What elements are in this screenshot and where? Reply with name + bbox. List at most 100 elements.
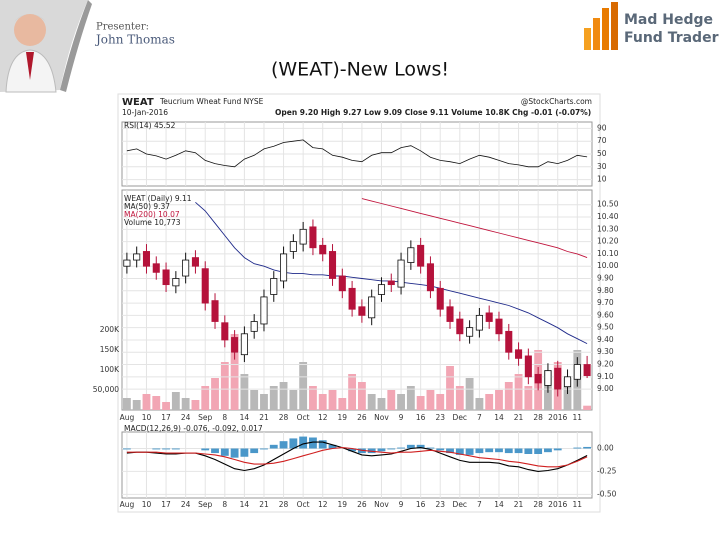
y-tick-label: 150K — [100, 345, 120, 354]
histogram-bar — [397, 447, 405, 449]
presenter-label: Presenter: — [96, 22, 149, 33]
histogram-bar — [553, 448, 562, 451]
volume-bar — [181, 398, 190, 410]
candle-body — [573, 364, 581, 380]
histogram-bar — [240, 448, 249, 457]
histogram-bar — [201, 448, 210, 451]
candle-body — [456, 318, 464, 335]
presenter-photo — [0, 0, 92, 93]
volume-bar — [338, 398, 347, 410]
candle-body — [544, 370, 552, 386]
x-tick-label: 23 — [435, 500, 445, 509]
x-tick-label: Dec — [453, 500, 468, 509]
slide-title: (WEAT)-New Lows! — [271, 59, 449, 81]
histogram-bar — [250, 448, 259, 454]
x-tick-label: 14 — [494, 413, 504, 422]
histogram-bar — [544, 448, 552, 453]
panel — [121, 189, 593, 411]
y-tick-label: -0.50 — [597, 489, 617, 498]
x-tick-label: 21 — [259, 413, 269, 422]
histogram-bar — [122, 448, 131, 450]
x-tick-label: 24 — [181, 413, 191, 422]
y-tick-label: 50,000 — [93, 385, 119, 394]
candle-body — [260, 296, 268, 325]
volume-bar — [328, 390, 337, 410]
y-tick-label: 9.50 — [597, 323, 614, 332]
x-tick-label: 14 — [494, 500, 504, 509]
histogram-bar — [269, 444, 278, 449]
candle-body — [563, 376, 572, 388]
histogram-bar — [289, 438, 298, 449]
x-tick-label: Nov — [374, 500, 389, 509]
volume-bar — [446, 366, 454, 410]
x-tick-label: 7 — [477, 413, 482, 422]
histogram-bar — [299, 436, 308, 449]
candle-body — [338, 275, 346, 292]
x-tick-label: 21 — [514, 413, 524, 422]
x-tick-label: 21 — [259, 500, 269, 509]
histogram-bar — [504, 448, 513, 454]
x-tick-label: 7 — [477, 500, 482, 509]
x-tick-label: 11 — [573, 500, 583, 509]
y-tick-label: -0.25 — [597, 466, 617, 475]
chart-date: 10-Jan-2016 — [122, 108, 168, 117]
volume-bar — [436, 394, 445, 410]
y-tick-label: 200K — [100, 325, 120, 334]
candle-body — [407, 247, 415, 263]
x-tick-label: 24 — [181, 500, 191, 509]
histogram-bar — [279, 441, 288, 449]
x-tick-label: 19 — [338, 413, 348, 422]
candle-body — [231, 337, 239, 353]
y-tick-label: 90 — [597, 123, 607, 132]
histogram-bar — [230, 448, 239, 458]
legend-entry: Volume 10,773 — [124, 218, 181, 227]
volume-bar — [348, 374, 357, 410]
candle-body — [250, 321, 258, 332]
chart-quote: Open 9.20 High 9.27 Low 9.09 Close 9.11 … — [275, 108, 591, 117]
histogram-bar — [416, 444, 425, 449]
candle-body — [142, 251, 151, 267]
x-tick-label: Sep — [198, 500, 212, 509]
candle-body — [211, 300, 219, 322]
macd-legend: MACD(12,26,9) -0.076, -0.092, 0.017 — [124, 424, 263, 433]
histogram-bar — [534, 448, 543, 454]
volume-bar — [171, 392, 180, 410]
candle-body — [397, 259, 405, 288]
candle-body — [495, 318, 503, 335]
y-tick-label: 70 — [597, 136, 607, 145]
volume-bar — [211, 378, 219, 410]
histogram-bar — [377, 448, 386, 452]
volume-bar — [309, 386, 317, 410]
histogram-bar — [318, 440, 327, 449]
x-tick-label: 26 — [357, 500, 367, 509]
candle-body — [133, 253, 141, 261]
candle-body — [436, 287, 444, 310]
candle-body — [485, 312, 493, 322]
stock-chart: Aug Aug 10 10 17 17 24 24 Sep Sep 8 8 14 14 21 21 28 28 Oc… — [93, 93, 619, 513]
volume-bar — [240, 374, 249, 410]
histogram-bar — [436, 448, 445, 451]
y-tick-label: 10.00 — [597, 261, 619, 270]
histogram-bar — [406, 444, 415, 449]
x-tick-label: Sep — [198, 413, 212, 422]
volume-bar — [504, 382, 513, 410]
volume-bar — [162, 402, 170, 410]
presenter-name: John Thomas — [94, 33, 175, 47]
histogram-bar — [475, 448, 484, 454]
legend-entry: MA(50) 9.37 — [124, 202, 170, 211]
y-tick-label: 0.00 — [597, 444, 614, 453]
volume-bar — [495, 390, 503, 410]
logo-line1: Mad Hedge — [624, 12, 713, 28]
histogram-bar — [260, 448, 268, 450]
y-tick-label: 10.10 — [597, 249, 619, 258]
y-tick-label: 9.80 — [597, 286, 614, 295]
volume-bar — [377, 398, 386, 410]
y-tick-label: 10 — [597, 175, 607, 184]
x-tick-label: 16 — [416, 413, 426, 422]
volume-bar — [191, 400, 200, 410]
y-tick-label: 9.70 — [597, 298, 614, 307]
x-tick-label: 12 — [318, 500, 328, 509]
y-tick-label: 9.00 — [597, 384, 614, 393]
volume-bar — [269, 386, 278, 410]
